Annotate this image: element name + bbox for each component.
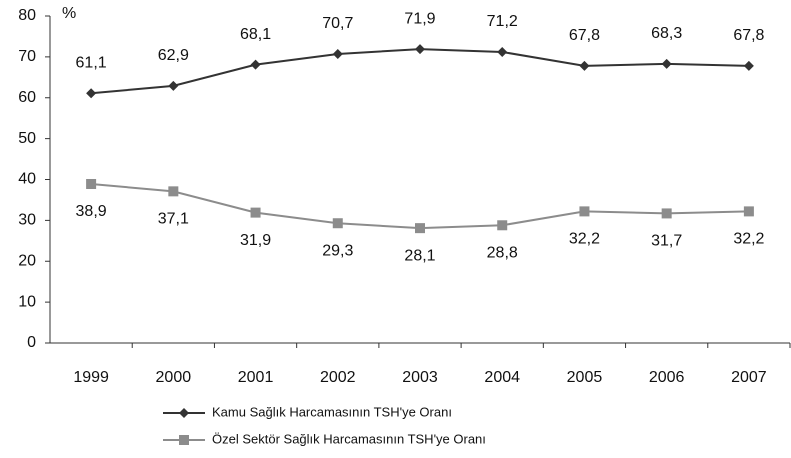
x-tick-label: 2001 <box>238 369 274 386</box>
data-label: 68,1 <box>240 26 271 43</box>
legend-marker <box>179 408 189 418</box>
data-label: 29,3 <box>322 242 353 259</box>
data-point <box>250 207 261 218</box>
data-label: 28,8 <box>487 244 518 261</box>
data-label: 61,1 <box>76 54 107 71</box>
data-label: 67,8 <box>569 27 600 44</box>
data-point <box>743 206 754 217</box>
series-line <box>91 48 749 95</box>
data-label: 28,1 <box>404 247 435 264</box>
y-tick-label: 60 <box>18 89 36 106</box>
data-label: 32,2 <box>733 231 764 248</box>
data-point <box>332 49 343 60</box>
y-tick-label: 0 <box>27 334 36 351</box>
data-point <box>579 60 590 71</box>
y-tick-label: 30 <box>18 212 36 229</box>
data-label: 32,2 <box>569 231 600 248</box>
y-axis-label: % <box>62 5 76 22</box>
data-point <box>168 186 179 197</box>
legend-marker <box>179 435 189 445</box>
data-point <box>250 59 261 70</box>
data-label: 38,9 <box>76 203 107 220</box>
x-tick-label: 2002 <box>320 369 356 386</box>
data-label: 31,9 <box>240 232 271 249</box>
x-tick-label: 2004 <box>484 369 520 386</box>
x-tick-label: 1999 <box>73 369 109 386</box>
y-tick-label: 80 <box>18 7 36 24</box>
y-tick-label: 10 <box>18 293 36 310</box>
data-point <box>86 178 97 189</box>
data-label: 71,9 <box>404 10 435 27</box>
data-point <box>661 58 672 69</box>
x-tick-label: 2005 <box>567 369 603 386</box>
x-tick-label: 2007 <box>731 369 767 386</box>
data-point <box>332 218 343 229</box>
data-label: 67,8 <box>733 27 764 44</box>
data-point <box>415 44 425 55</box>
y-tick-label: 20 <box>18 252 36 269</box>
data-point <box>497 46 508 57</box>
x-tick-label: 2003 <box>402 369 438 386</box>
legend-label: Kamu Sağlık Harcamasının TSH'ye Oranı <box>212 404 452 419</box>
data-label: 71,2 <box>487 13 518 30</box>
series-line <box>91 182 749 230</box>
data-label: 70,7 <box>322 15 353 32</box>
x-tick-label: 2006 <box>649 369 685 386</box>
data-label: 31,7 <box>651 233 682 250</box>
y-tick-label: 50 <box>18 130 36 147</box>
data-point <box>661 208 672 219</box>
data-label: 37,1 <box>158 211 189 228</box>
y-tick-label: 70 <box>18 48 36 65</box>
data-point <box>743 60 754 71</box>
data-point <box>86 88 97 99</box>
data-point <box>579 206 590 217</box>
x-tick-label: 2000 <box>156 369 192 386</box>
data-point <box>415 223 425 234</box>
legend-label: Özel Sektör Sağlık Harcamasının TSH'ye O… <box>212 431 486 446</box>
data-point <box>497 220 508 231</box>
data-point <box>168 80 179 91</box>
data-label: 62,9 <box>158 47 189 64</box>
data-label: 68,3 <box>651 25 682 42</box>
y-tick-label: 40 <box>18 171 36 188</box>
